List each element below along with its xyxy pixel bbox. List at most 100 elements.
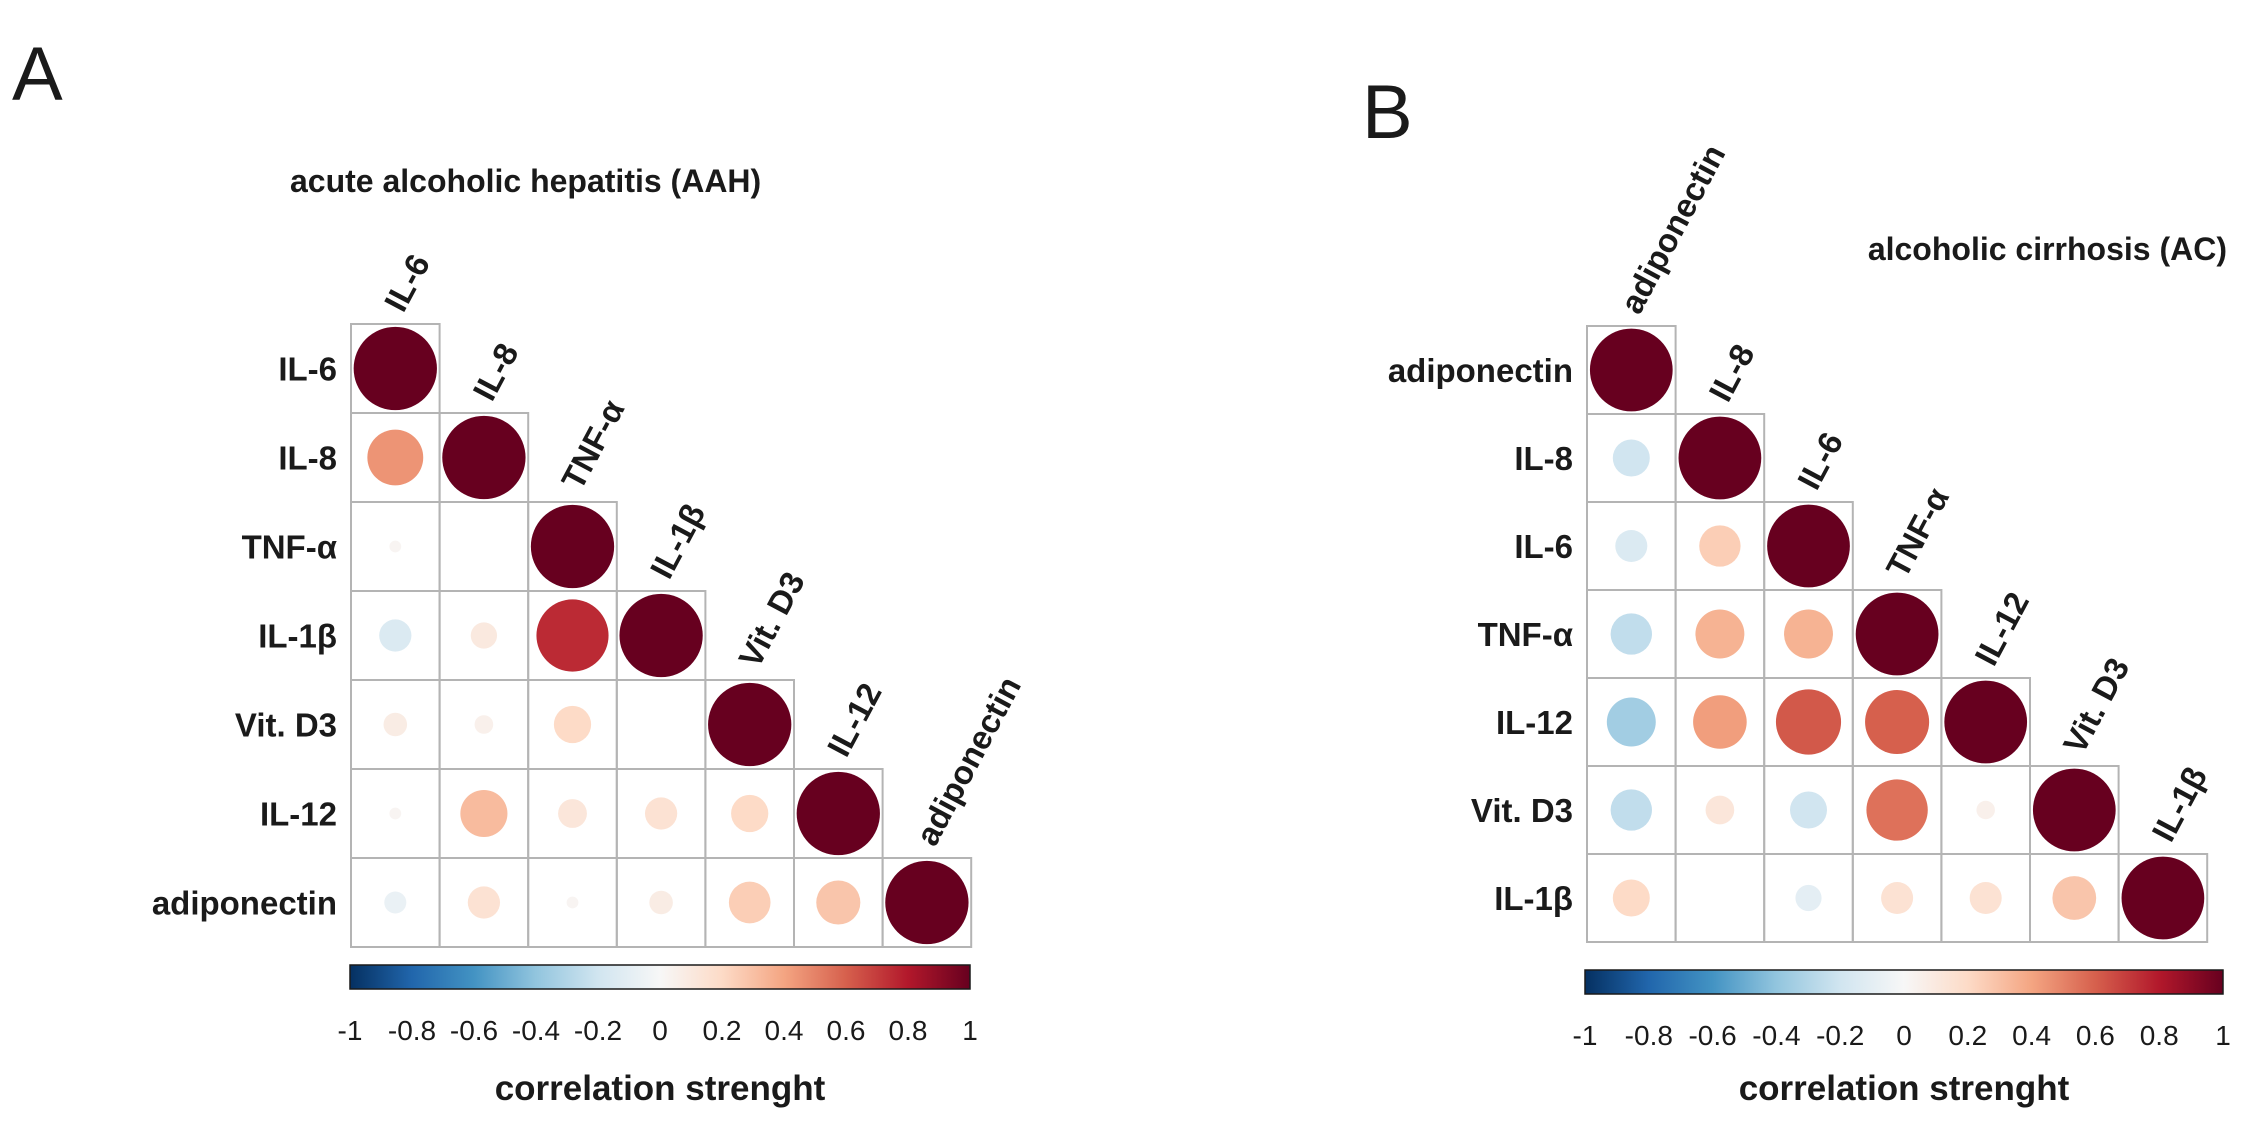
column-label-tnf-alpha: TNF-α bbox=[1879, 482, 1956, 584]
panel-b-colorbar-title: correlation strenght bbox=[1739, 1069, 2070, 1108]
correlation-circle-il-1beta-vit-d3 bbox=[2052, 876, 2097, 920]
correlation-circle-il-12-il-12 bbox=[1944, 680, 2028, 764]
column-label-adiponectin: adiponectin bbox=[908, 670, 1028, 851]
colorbar-tick-label: 0.8 bbox=[889, 1015, 928, 1046]
correlation-circle-il-1beta-tnf-alpha bbox=[536, 599, 609, 672]
correlation-circle-il-1beta-tnf-alpha bbox=[1881, 881, 1914, 915]
panel-b-letter: B bbox=[1362, 70, 1413, 155]
row-label-il-8: IL-8 bbox=[278, 440, 337, 477]
panel-b-title: alcoholic cirrhosis (AC) bbox=[1868, 231, 2227, 267]
correlation-circle-vit-d3-il-6 bbox=[1790, 791, 1827, 829]
colorbar-tick-label: 0.8 bbox=[2140, 1020, 2179, 1051]
correlation-circle-adiponectin-adiponectin bbox=[1589, 328, 1673, 412]
panel-b: B alcoholic cirrhosis (AC) adiponectin IL… bbox=[1362, 70, 2231, 1108]
colorbar-tick-label: -0.4 bbox=[1752, 1020, 1800, 1051]
correlation-circle-il-1beta-il-1beta bbox=[619, 593, 703, 678]
colorbar-tick-label: -0.4 bbox=[512, 1015, 560, 1046]
panel-a: A acute alcoholic hepatitis (AAH) IL-6 IL… bbox=[12, 32, 1028, 1108]
correlation-circle-adiponectin-il-6 bbox=[384, 891, 407, 914]
row-label-vit-d3: Vit. D3 bbox=[235, 707, 337, 744]
row-label-adiponectin: adiponectin bbox=[1388, 352, 1573, 389]
correlation-circle-il-1beta-il-6 bbox=[1795, 884, 1822, 912]
colorbar-tick-label: 0 bbox=[652, 1015, 668, 1046]
colorbar-tick-label: -0.2 bbox=[574, 1015, 622, 1046]
correlation-circle-tnf-alpha-il-8 bbox=[1695, 609, 1745, 659]
correlation-circle-adiponectin-tnf-alpha bbox=[566, 896, 579, 909]
column-label-il-8: IL-8 bbox=[1701, 338, 1761, 407]
matrix-cell-il-1beta-il-1beta bbox=[2117, 853, 2209, 943]
colorbar-tick-label: -0.8 bbox=[388, 1015, 436, 1046]
row-label-tnf-alpha: TNF-α bbox=[1478, 616, 1573, 653]
panel-b-colorbar-ticks: -1 -0.8 -0.6 -0.4 -0.2 0 0.2 0.4 0.6 0.8 1 bbox=[1573, 1020, 2231, 1051]
correlation-circle-il-1beta-il-6 bbox=[379, 619, 412, 652]
correlation-circle-il-8-il-8 bbox=[1678, 416, 1762, 500]
correlation-circle-il-12-il-8 bbox=[460, 789, 508, 838]
colorbar-tick-label: 0.6 bbox=[827, 1015, 866, 1046]
correlation-circle-il-1beta-il-1beta bbox=[2121, 856, 2205, 940]
correlation-circle-vit-d3-tnf-alpha bbox=[553, 705, 592, 744]
correlation-circle-vit-d3-vit-d3 bbox=[2032, 768, 2116, 852]
correlation-circle-vit-d3-adiponectin bbox=[1610, 789, 1652, 831]
panel-b-row-labels: adiponectin IL-8 IL-6 TNF-α IL-12 Vit. D3 IL-1… bbox=[1388, 352, 1573, 917]
colorbar-tick-label: -1 bbox=[1573, 1020, 1598, 1051]
correlation-circle-adiponectin-il-1beta bbox=[649, 890, 673, 915]
column-label-tnf-alpha: TNF-α bbox=[554, 394, 631, 496]
column-label-il-12: IL-12 bbox=[820, 677, 889, 762]
column-label-il-6: IL-6 bbox=[377, 248, 437, 317]
correlation-circle-il-8-adiponectin bbox=[1612, 439, 1650, 477]
matrix-cell-vit-d3-il-1beta bbox=[615, 679, 707, 770]
matrix-cell-il-1beta-il-8 bbox=[1674, 853, 1766, 943]
correlation-circle-il-8-il-6 bbox=[367, 429, 424, 486]
panel-b-colorbar bbox=[1584, 969, 2224, 995]
correlation-circle-tnf-alpha-tnf-alpha bbox=[530, 504, 615, 589]
correlation-circle-tnf-alpha-il-6 bbox=[1784, 609, 1833, 659]
panel-a-letter: A bbox=[12, 32, 63, 117]
colorbar-tick-label: 0.4 bbox=[765, 1015, 804, 1046]
correlation-circle-il-12-il-6 bbox=[1775, 689, 1842, 755]
column-label-vit-d3: Vit. D3 bbox=[2056, 652, 2137, 760]
correlation-circle-adiponectin-il-12 bbox=[816, 880, 861, 925]
correlation-circle-il-12-tnf-alpha bbox=[1865, 689, 1930, 755]
row-label-il-1beta: IL-1β bbox=[1494, 880, 1573, 917]
column-label-il-1beta: IL-1β bbox=[2144, 760, 2214, 847]
row-label-il-1beta: IL-1β bbox=[258, 618, 337, 655]
colorbar-tick-label: -0.6 bbox=[450, 1015, 498, 1046]
correlation-circle-tnf-alpha-il-6 bbox=[389, 540, 402, 553]
correlation-circle-il-12-vit-d3 bbox=[731, 794, 769, 833]
colorbar-tick-label: -0.6 bbox=[1688, 1020, 1736, 1051]
correlation-circle-vit-d3-il-6 bbox=[383, 712, 408, 737]
colorbar-tick-label: 0.2 bbox=[703, 1015, 742, 1046]
colorbar-tick-label: 0.2 bbox=[1948, 1020, 1987, 1051]
panel-b-matrix bbox=[1586, 325, 2209, 943]
row-label-il-6: IL-6 bbox=[1514, 528, 1573, 565]
correlation-circle-il-6-il-6 bbox=[353, 326, 437, 411]
correlation-circle-il-12-il-1beta bbox=[644, 797, 678, 830]
colorbar-tick-label: -1 bbox=[338, 1015, 363, 1046]
row-label-vit-d3: Vit. D3 bbox=[1471, 792, 1573, 829]
column-label-il-12: IL-12 bbox=[1967, 586, 2036, 671]
correlation-circle-adiponectin-adiponectin bbox=[885, 860, 969, 945]
colorbar-tick-label: 0.4 bbox=[2012, 1020, 2051, 1051]
correlation-circle-il-1beta-il-8 bbox=[470, 622, 498, 649]
panel-a-colorbar-title: correlation strenght bbox=[495, 1069, 826, 1108]
colorbar-tick-label: -0.2 bbox=[1816, 1020, 1864, 1051]
correlation-circle-il-6-il-6 bbox=[1767, 504, 1850, 588]
column-label-vit-d3: Vit. D3 bbox=[731, 566, 812, 674]
column-label-il-1beta: IL-1β bbox=[643, 497, 713, 584]
correlation-circle-il-12-tnf-alpha bbox=[558, 799, 587, 828]
correlation-circle-vit-d3-il-12 bbox=[1976, 800, 1995, 820]
correlation-circle-il-12-il-12 bbox=[796, 771, 880, 856]
correlation-circle-vit-d3-il-8 bbox=[474, 715, 494, 734]
correlation-circle-tnf-alpha-tnf-alpha bbox=[1855, 592, 1939, 676]
colorbar-tick-label: 1 bbox=[962, 1015, 978, 1046]
panel-a-title: acute alcoholic hepatitis (AAH) bbox=[290, 163, 761, 199]
correlation-circle-adiponectin-il-8 bbox=[467, 886, 501, 919]
colorbar-tick-label: 0 bbox=[1896, 1020, 1912, 1051]
correlation-circle-vit-d3-vit-d3 bbox=[708, 682, 792, 767]
panel-a-colorbar bbox=[349, 964, 971, 990]
correlation-circle-il-6-adiponectin bbox=[1615, 529, 1648, 563]
correlation-circle-tnf-alpha-adiponectin bbox=[1610, 613, 1652, 655]
correlation-circle-il-1beta-il-12 bbox=[1969, 881, 2002, 915]
column-label-il-8: IL-8 bbox=[465, 337, 525, 406]
